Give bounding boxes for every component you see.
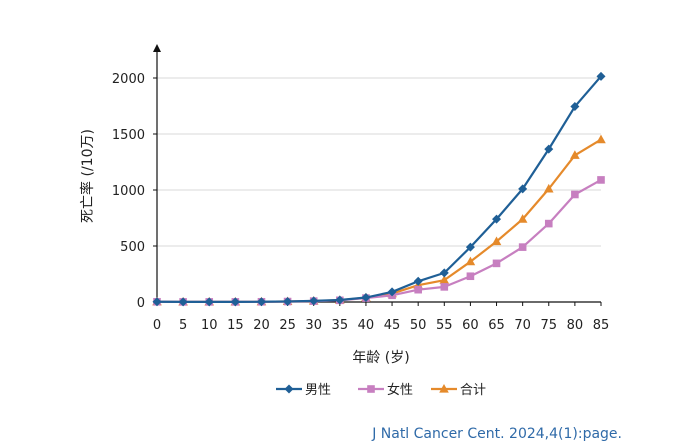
data-point — [414, 285, 422, 294]
data-point — [204, 297, 214, 307]
legend-marker-icon — [284, 384, 294, 394]
data-point — [413, 276, 423, 286]
data-point — [491, 236, 502, 246]
data-point — [283, 296, 293, 306]
legend-label: 男性 — [305, 383, 331, 398]
x-tick-label: 10 — [201, 318, 218, 333]
x-tick-label: 70 — [514, 318, 531, 333]
series-line-2 — [156, 138, 602, 303]
data-point — [152, 297, 162, 307]
data-point — [544, 144, 554, 154]
data-point — [361, 293, 371, 303]
x-axis-label: 年龄 (岁) — [352, 350, 409, 366]
x-tick-label: 40 — [358, 318, 375, 333]
legend-label: 女性 — [387, 382, 413, 398]
data-point — [309, 296, 319, 306]
y-tick-label: 1000 — [112, 184, 145, 199]
x-tick-label: 80 — [567, 318, 584, 333]
series-2 — [152, 134, 606, 306]
data-point — [571, 190, 579, 199]
data-point — [570, 150, 580, 159]
series-line-0 — [156, 75, 602, 303]
data-point — [596, 71, 606, 81]
y-tick-labels: 0 500 1000 1500 2000 — [112, 72, 157, 311]
data-point — [256, 297, 266, 307]
data-point — [440, 283, 449, 291]
legend-item-1: 女性 — [358, 382, 413, 398]
x-tick-label: 5 — [179, 318, 187, 333]
data-point — [518, 184, 528, 194]
series-group — [152, 71, 606, 307]
data-point — [544, 219, 553, 228]
data-point — [466, 272, 475, 281]
y-axis-arrow-icon — [153, 44, 161, 52]
x-tick-labels: 0 5 10 15 20 25 30 35 40 45 50 55 60 65 70 75 80 85 — [153, 302, 609, 333]
y-tick-label: 0 — [137, 296, 145, 311]
legend-item-2: 合计 — [431, 383, 486, 398]
series-0 — [152, 71, 606, 307]
data-point — [230, 297, 240, 307]
data-point — [492, 259, 501, 268]
x-tick-label: 55 — [436, 318, 453, 333]
x-tick-label: 15 — [227, 318, 244, 333]
data-point — [335, 295, 345, 305]
x-tick-label: 85 — [593, 318, 610, 333]
data-point — [597, 176, 605, 184]
data-point — [387, 287, 397, 297]
y-tick-label: 500 — [120, 240, 145, 255]
gridlines — [157, 77, 601, 247]
x-tick-label: 30 — [305, 318, 322, 333]
data-point — [465, 256, 476, 266]
x-tick-label: 0 — [153, 318, 161, 333]
legend-label: 合计 — [460, 383, 486, 398]
x-tick-label: 35 — [332, 318, 349, 333]
x-tick-label: 20 — [253, 318, 270, 333]
x-tick-label: 60 — [462, 318, 479, 333]
data-point — [543, 183, 554, 193]
citation-text: J Natl Cancer Cent. 2024,4(1):page. — [372, 426, 622, 442]
series-line-1 — [156, 178, 602, 303]
x-tick-label: 45 — [384, 318, 401, 333]
x-tick-label: 75 — [540, 318, 557, 333]
y-tick-label: 2000 — [112, 72, 145, 87]
data-point — [596, 134, 606, 144]
data-point — [518, 243, 527, 251]
data-point — [439, 268, 449, 278]
data-point — [178, 297, 188, 307]
data-point — [465, 242, 475, 252]
data-point — [570, 102, 580, 112]
data-point — [439, 275, 450, 284]
data-point — [517, 214, 528, 223]
data-point — [492, 214, 502, 224]
series-1 — [153, 176, 605, 306]
x-tick-label: 65 — [488, 318, 505, 333]
legend-marker-icon — [439, 384, 449, 393]
x-tick-label: 25 — [279, 318, 296, 333]
y-tick-label: 1500 — [112, 128, 145, 143]
legend-item-0: 男性 — [276, 383, 331, 398]
y-axis-label: 死亡率 (/10万) — [79, 129, 96, 223]
legend-marker-icon — [367, 385, 375, 393]
legend: 男性 女性 合计 — [276, 382, 486, 398]
x-tick-label: 50 — [410, 318, 427, 333]
